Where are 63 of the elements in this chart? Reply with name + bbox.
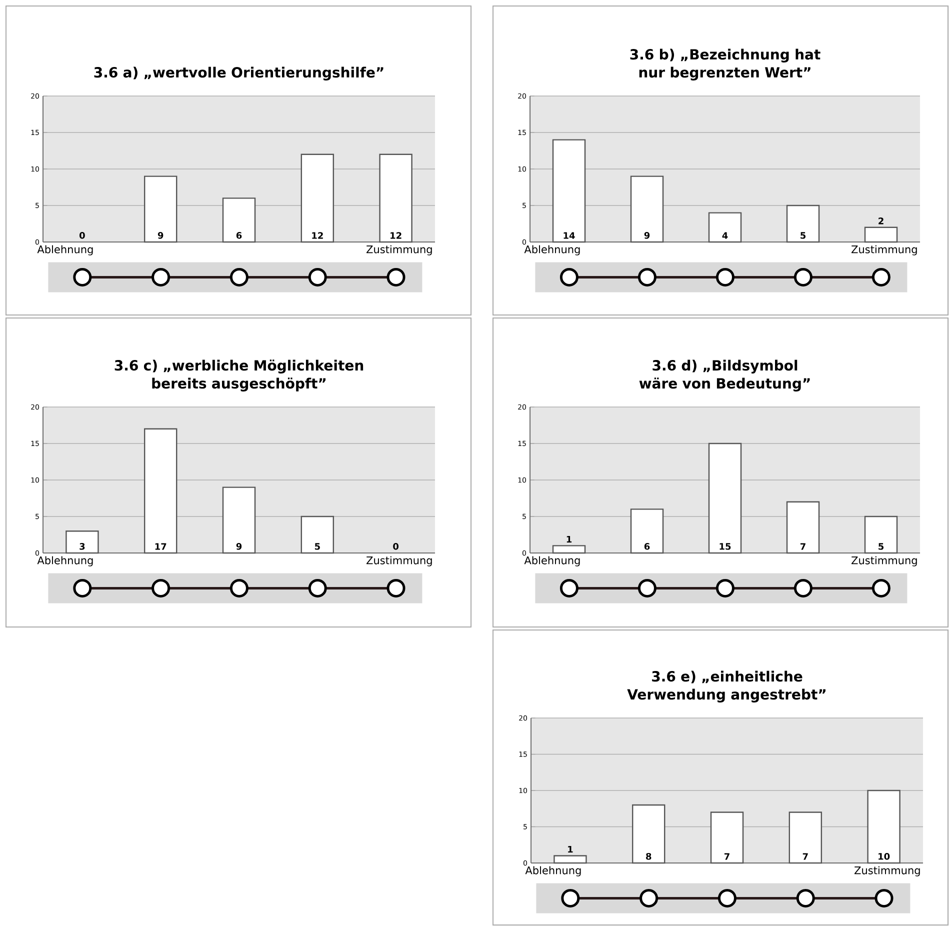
bar [632,804,666,864]
bar [864,516,898,554]
data-label: 7 [724,853,730,860]
bar [222,486,256,554]
chart-title: 3.6 c) „werbliche Möglichkeiten bereits ausgeschöpft” [114,360,364,392]
data-label: 4 [722,232,728,239]
text: Ablehnung [525,866,581,876]
text: Zustimmung [366,556,432,566]
chart-title: 3.6 b) „Bezeichnung hat nur begrenzten Wert” [630,48,820,80]
data-label: 12 [390,232,402,239]
data-label: 5 [878,543,884,550]
data-label: 12 [312,232,323,239]
bar [867,790,900,864]
data-label: 9 [158,232,164,239]
data-label: 3 [80,542,85,550]
data-label: 7 [800,543,806,550]
text: Zustimmung [852,556,917,566]
bar [864,226,898,243]
bar [786,501,820,554]
chart-title: 3.6 e) „einheitliche Verwendung angestrebt” [627,670,826,702]
bar [630,508,664,554]
data-label: 6 [236,232,242,239]
data-label: 8 [646,852,652,860]
bar [708,212,742,243]
text: Ablehnung [37,245,93,256]
data-label: 5 [800,232,806,239]
bar [788,812,822,864]
chart-title: 3.6 a) „wertvolle Orientierungshilfe” [94,66,384,80]
data-label: 5 [314,543,320,550]
text: Ablehnung [524,556,580,566]
text: Zustimmung [366,245,432,256]
chart-title: 3.6 d) „Bildsymbol wäre von Bedeutung” [639,360,810,392]
bar [710,812,744,864]
bar [786,204,820,243]
bar [552,139,586,243]
bar [300,516,334,554]
text: Ablehnung [524,245,580,256]
bar [144,428,178,554]
bar [630,176,664,243]
bar [222,198,256,243]
data-label: 7 [802,853,808,860]
data-label: 9 [644,232,650,239]
data-label: 0 [393,542,399,550]
bar [300,154,334,243]
bar [552,545,586,554]
data-label: 1 [566,536,572,542]
bar [708,442,742,554]
data-label: 15 [720,543,731,550]
text: Zustimmung [854,866,920,876]
data-label: 17 [155,543,166,550]
bar [554,855,587,864]
text: Ablehnung [37,556,93,566]
data-label: 10 [878,852,890,860]
bar [66,530,99,554]
data-label: 0 [79,232,85,239]
data-label: 1 [568,846,573,853]
bar [144,176,178,243]
data-label: 14 [564,232,575,239]
data-label: 6 [644,543,650,550]
data-label: 2 [878,218,884,224]
text: Zustimmung [852,245,917,256]
bar [379,154,412,243]
data-label: 9 [236,543,242,550]
